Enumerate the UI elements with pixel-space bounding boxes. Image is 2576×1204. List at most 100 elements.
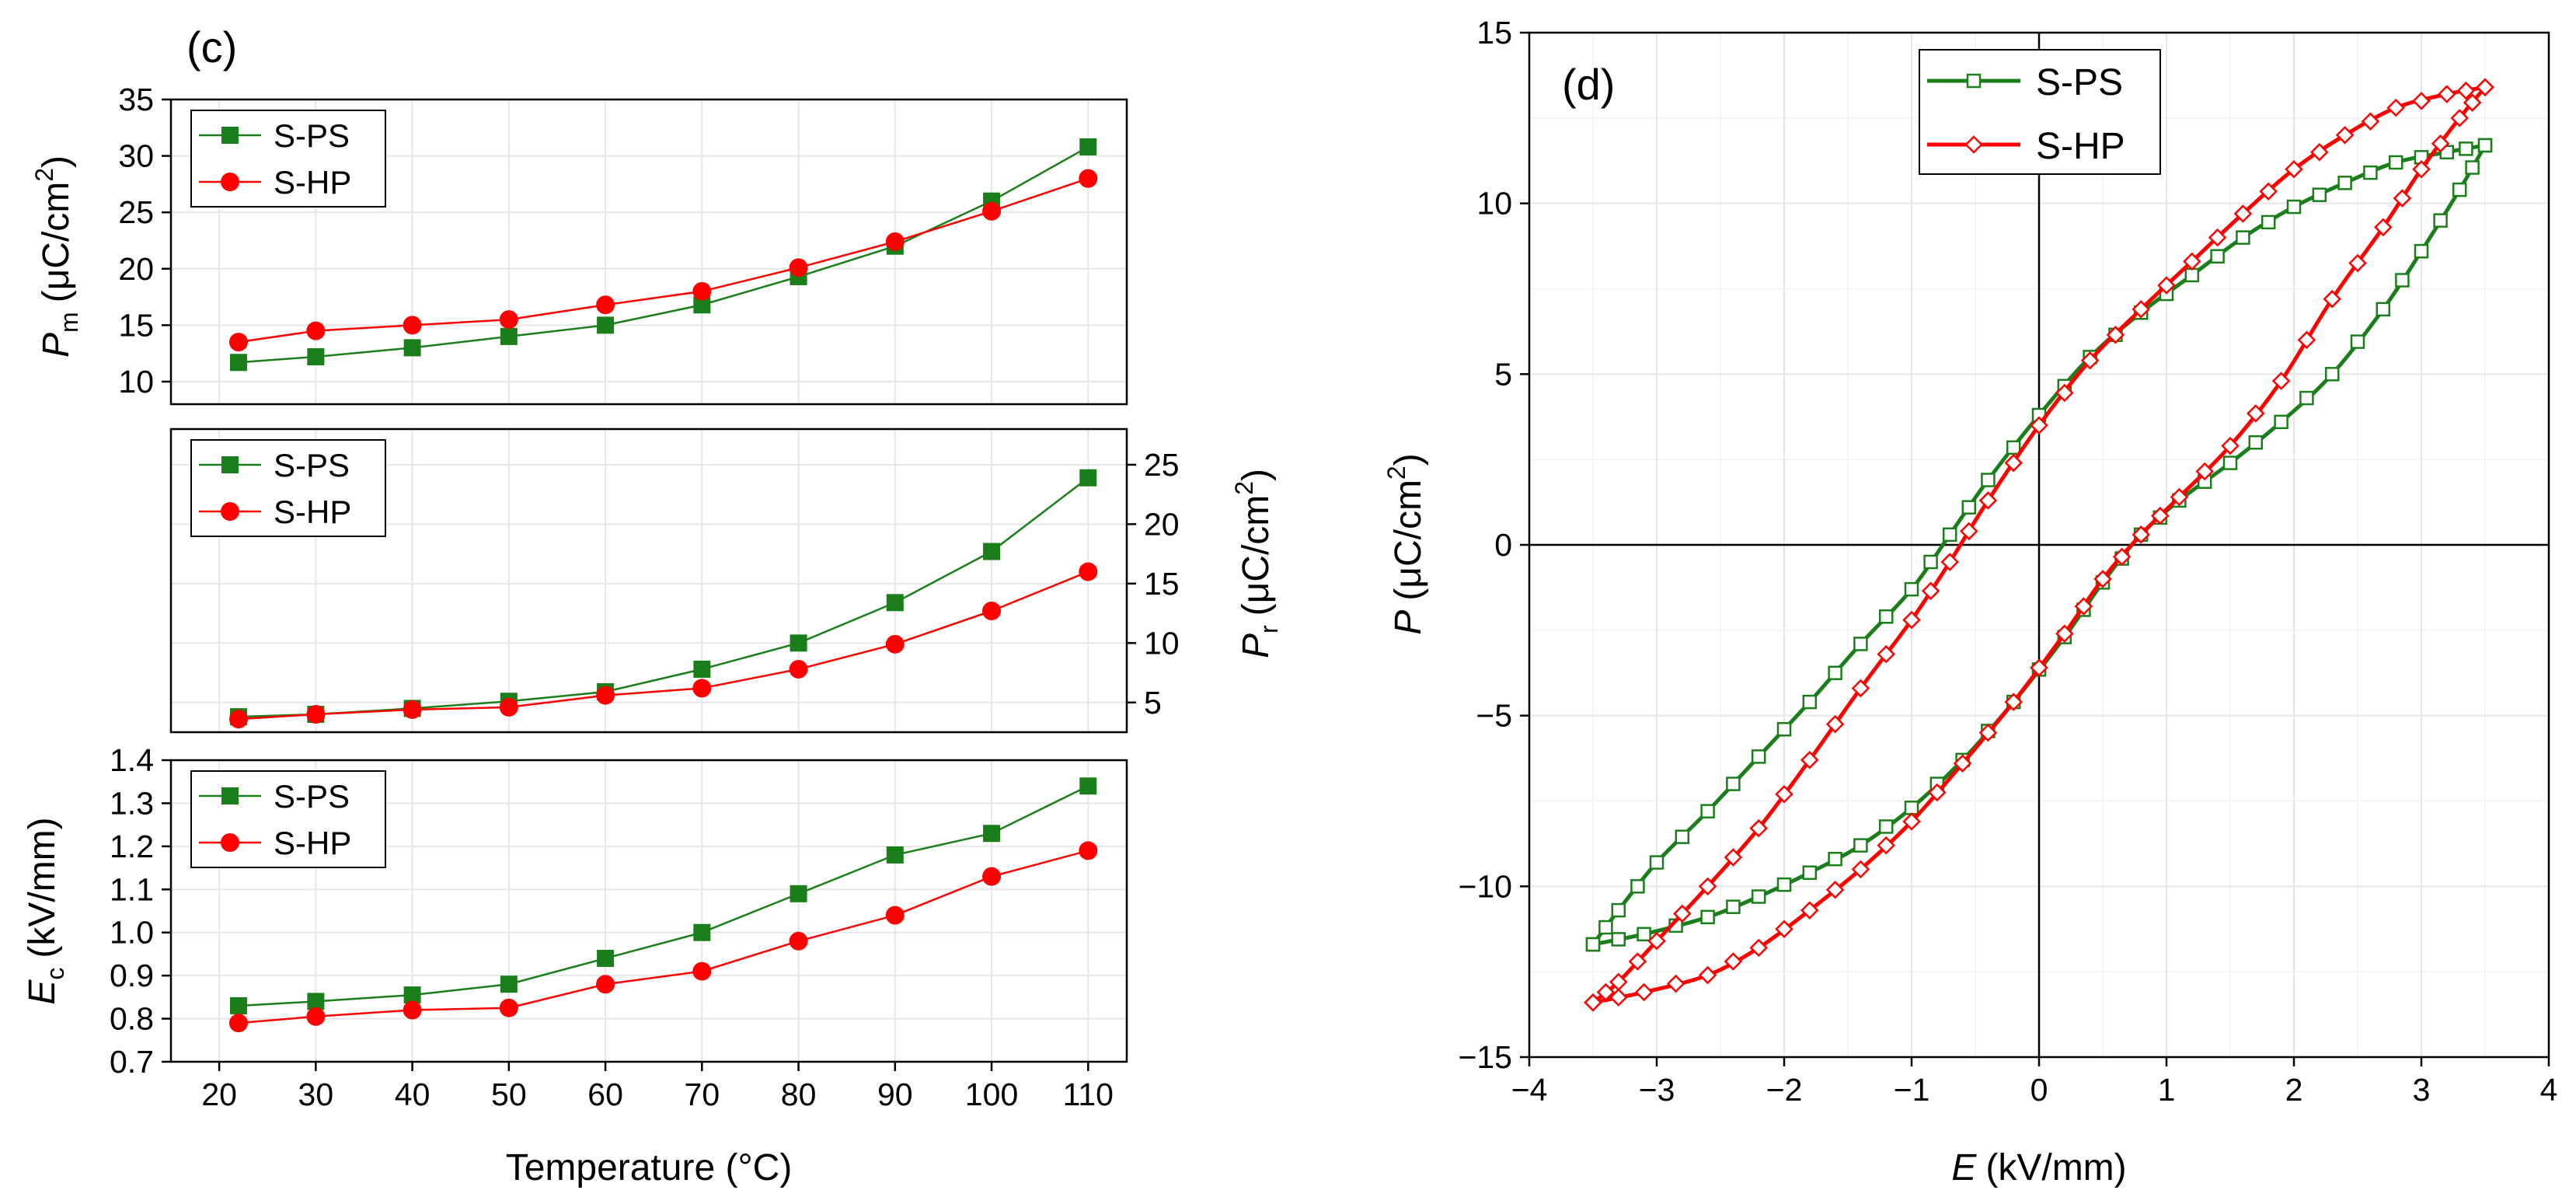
pm-y-tick-label: 35 — [118, 82, 154, 117]
hysteresis-x-axis-label: E (kV/mm) — [1951, 1147, 2126, 1188]
hysteresis-point-s-ps — [1637, 927, 1651, 942]
hysteresis-point-s-hp — [2132, 300, 2150, 319]
hysteresis-legend-marker — [1964, 135, 1983, 154]
hysteresis-point-s-hp — [2106, 326, 2125, 344]
pm-point-s-ps — [229, 354, 247, 372]
pm-legend-label: S-PS — [274, 117, 350, 154]
hysteresis-point-s-hp — [2080, 351, 2100, 370]
hysteresis-legend-label: S-HP — [2036, 126, 2125, 167]
hysteresis-point-s-hp — [1596, 982, 1616, 1002]
hysteresis-point-s-ps — [1726, 776, 1741, 791]
pr-legend-label: S-PS — [274, 447, 350, 483]
hysteresis-point-s-hp — [2297, 330, 2316, 350]
hysteresis-legend: S-PS S-HP — [1919, 49, 2161, 175]
pm-point-s-hp — [499, 310, 518, 330]
ec-legend-marker — [221, 787, 239, 804]
hysteresis-point-s-hp — [1749, 818, 1768, 838]
pm-y-tick-label: 30 — [118, 138, 154, 174]
hysteresis-point-s-hp — [2431, 134, 2450, 153]
hysteresis-point-s-hp — [2004, 453, 2023, 473]
hysteresis-x-tick-label: −4 — [1511, 1072, 1548, 1108]
hysteresis-point-s-ps — [1630, 879, 1645, 894]
pr-y-tick-label: 25 — [1144, 447, 1180, 483]
ec-x-tick-label: 20 — [201, 1077, 237, 1112]
pr-point-s-hp — [982, 602, 1002, 620]
hysteresis-point-s-hp — [1647, 931, 1666, 951]
hysteresis-point-s-hp — [1724, 848, 1743, 867]
pm-point-s-ps — [693, 296, 711, 314]
hysteresis-y-tick-label: 5 — [1494, 356, 1512, 392]
hysteresis-point-s-ps — [2465, 160, 2480, 175]
ec-legend-label: S-HP — [274, 825, 351, 861]
ec-legend-label: S-PS — [274, 778, 350, 815]
hysteresis-point-s-ps — [1611, 902, 1626, 918]
hysteresis-y-tick-label: 15 — [1476, 15, 1512, 51]
pm-point-s-hp — [982, 201, 1002, 221]
pr-frame — [169, 428, 1128, 734]
pr-y-tick-label: 5 — [1144, 685, 1162, 721]
hysteresis-y-tick-label: −10 — [1458, 868, 1512, 904]
pr-y-tick-label: 10 — [1144, 625, 1180, 661]
hysteresis-point-s-hp — [1902, 610, 1921, 630]
pm-frame — [169, 98, 1128, 406]
hysteresis-point-s-ps — [2363, 165, 2378, 180]
pr-legend-box — [190, 439, 386, 537]
hysteresis-point-s-hp — [1825, 880, 1845, 899]
pr-legend-marker — [221, 502, 239, 521]
hysteresis-point-s-ps — [1828, 665, 1842, 680]
hysteresis-point-s-hp — [2004, 693, 2023, 711]
pm-line-s-hp — [238, 177, 1089, 344]
ec-subplot: 0.7 0.8 0.9 1.0 1.1 1.2 1.3 1.4 20 30 40 50 60 70 80 9… — [22, 742, 1128, 1188]
hysteresis-point-s-hp — [2450, 109, 2469, 127]
hysteresis-point-s-hp — [2132, 525, 2150, 544]
pr-y-tick-label: 15 — [1144, 566, 1180, 602]
hysteresis-point-s-ps — [1923, 554, 1938, 570]
pm-legend-label: S-HP — [274, 164, 351, 201]
hysteresis-x-tick-label: 4 — [2540, 1072, 2558, 1108]
hysteresis-x-tick-label: 2 — [2285, 1072, 2303, 1108]
pm-point-s-hp — [692, 281, 712, 301]
pr-point-s-ps — [1079, 469, 1097, 487]
hysteresis-point-s-ps — [1700, 804, 1715, 818]
hysteresis-point-s-ps — [1961, 500, 1977, 515]
ec-x-tick-label: 90 — [877, 1077, 913, 1112]
hysteresis-point-s-ps — [1700, 909, 1715, 925]
hysteresis-point-s-hp — [1825, 714, 1845, 734]
ec-series — [228, 777, 1098, 1033]
hysteresis-point-s-hp — [2348, 253, 2367, 273]
pm-legend-box — [190, 110, 386, 208]
hysteresis-point-s-hp — [1851, 679, 1870, 698]
hysteresis-point-s-ps — [2210, 249, 2225, 264]
pr-y-ticks: 5 10 15 20 25 — [1127, 447, 1180, 721]
hysteresis-x-tick-label: 1 — [2158, 1072, 2176, 1108]
hysteresis-point-s-ps — [2236, 230, 2250, 245]
hysteresis-point-s-hp — [1666, 974, 1685, 993]
hysteresis-point-s-hp — [2055, 383, 2074, 403]
hysteresis-point-s-hp — [2412, 159, 2431, 179]
hysteresis-point-s-ps — [1853, 838, 1868, 853]
hysteresis-point-s-hp — [2361, 112, 2380, 131]
pr-point-s-hp — [499, 697, 518, 717]
pr-point-s-hp — [1079, 562, 1098, 581]
hysteresis-point-s-ps — [2274, 414, 2288, 430]
hysteresis-zero-axes — [1529, 33, 2549, 1057]
ec-legend: S-PS S-HP — [190, 770, 386, 868]
hysteresis-point-s-hp — [2195, 462, 2214, 481]
hysteresis-legend-marker — [1966, 73, 1982, 89]
ec-point-s-ps — [500, 975, 518, 993]
ec-point-s-ps — [983, 825, 1001, 843]
panel-c: (c) 10 15 20 25 30 35 S-PS S-HP Pm(μC/cm2) 5 10… — [22, 23, 1283, 1188]
hysteresis-point-s-ps — [1904, 581, 1919, 597]
pm-subplot: 10 15 20 25 30 35 S-PS S-HP Pm(μC/cm2) — [30, 82, 1128, 406]
hysteresis-point-s-hp — [1953, 754, 1972, 773]
ec-point-s-ps — [886, 846, 904, 864]
pm-point-s-ps — [500, 327, 518, 345]
hysteresis-y-tick-label: 0 — [1494, 527, 1512, 563]
hysteresis-point-s-hp — [1634, 982, 1654, 1002]
pm-point-s-hp — [789, 258, 808, 277]
hysteresis-point-s-hp — [2386, 98, 2405, 117]
ec-x-tick-label: 80 — [781, 1077, 817, 1112]
hysteresis-point-s-ps — [2324, 367, 2340, 382]
hysteresis-x-tick-label: −1 — [1894, 1072, 1930, 1108]
